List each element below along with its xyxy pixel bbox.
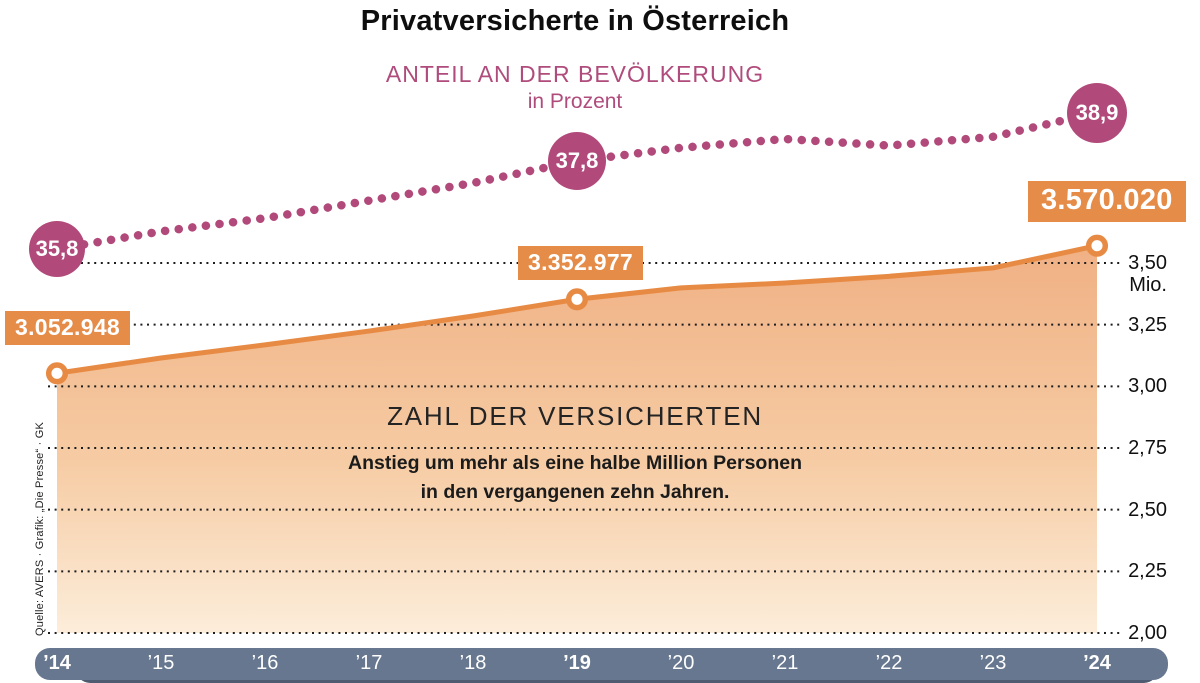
insured-marker-2024 [1085,234,1109,257]
y-axis-unit: Mio. [1129,274,1167,296]
y-axis-tick-2,75: 2,75 [1128,437,1167,459]
x-axis-year-16: ’16 [251,652,279,674]
x-axis-year-19: ’19 [563,652,591,674]
x-axis-bar [35,648,1168,680]
percent-label-bubble-2019: 37,8 [548,132,606,190]
x-axis-year-24: ’24 [1083,652,1111,674]
chart-title: Privatversicherte in Österreich [360,5,790,37]
y-axis-tick-2,50: 2,50 [1128,498,1167,521]
y-axis-tick-2,25: 2,25 [1128,560,1167,583]
y-axis-tick-3,00: 3,00 [1128,375,1167,398]
x-axis-year-21: ’21 [771,652,799,674]
x-axis-year-17: ’17 [355,652,383,674]
insured-value-badge-2014: 3.052.948 [5,311,131,345]
x-axis-year-14: ’14 [43,652,71,674]
x-axis-year-23: ’23 [979,652,1007,674]
percent-label-bubble-2014: 35,8 [29,221,85,277]
x-axis-year-20: ’20 [667,652,695,674]
source-credit: Quelle: AVERS · Grafik: „Die Presse“ · G… [34,422,46,636]
x-axis-year-15: ’15 [147,652,175,674]
annotation-line-2: in den vergangenen zehn Jahren. [420,481,730,503]
insured-marker-2014 [45,362,69,385]
percent-label-bubble-2024: 38,9 [1067,82,1127,143]
y-axis-tick-3,50: 3,50 [1128,252,1167,274]
x-axis-year-18: ’18 [459,652,487,674]
insured-area-fill [57,245,1097,633]
percent-dotted-line [52,108,1102,254]
y-axis-tick-2,00: 2,00 [1128,622,1167,644]
insured-value-badge-2024: 3.570.020 [1028,181,1186,222]
chart-subtitle-percent-share: ANTEIL AN DER BEVÖLKERUNG [385,61,765,87]
x-axis-year-22: ’22 [875,652,903,674]
insured-series-heading: ZAHL DER VERSICHERTEN [387,401,763,431]
chart-subtitle-unit: in Prozent [527,90,623,113]
y-axis-tick-3,25: 3,25 [1128,313,1167,336]
insured-marker-2019 [565,288,589,311]
annotation-line-1: Anstieg um mehr als eine halbe Million P… [347,452,803,474]
insured-value-badge-2019: 3.352.977 [518,246,644,280]
